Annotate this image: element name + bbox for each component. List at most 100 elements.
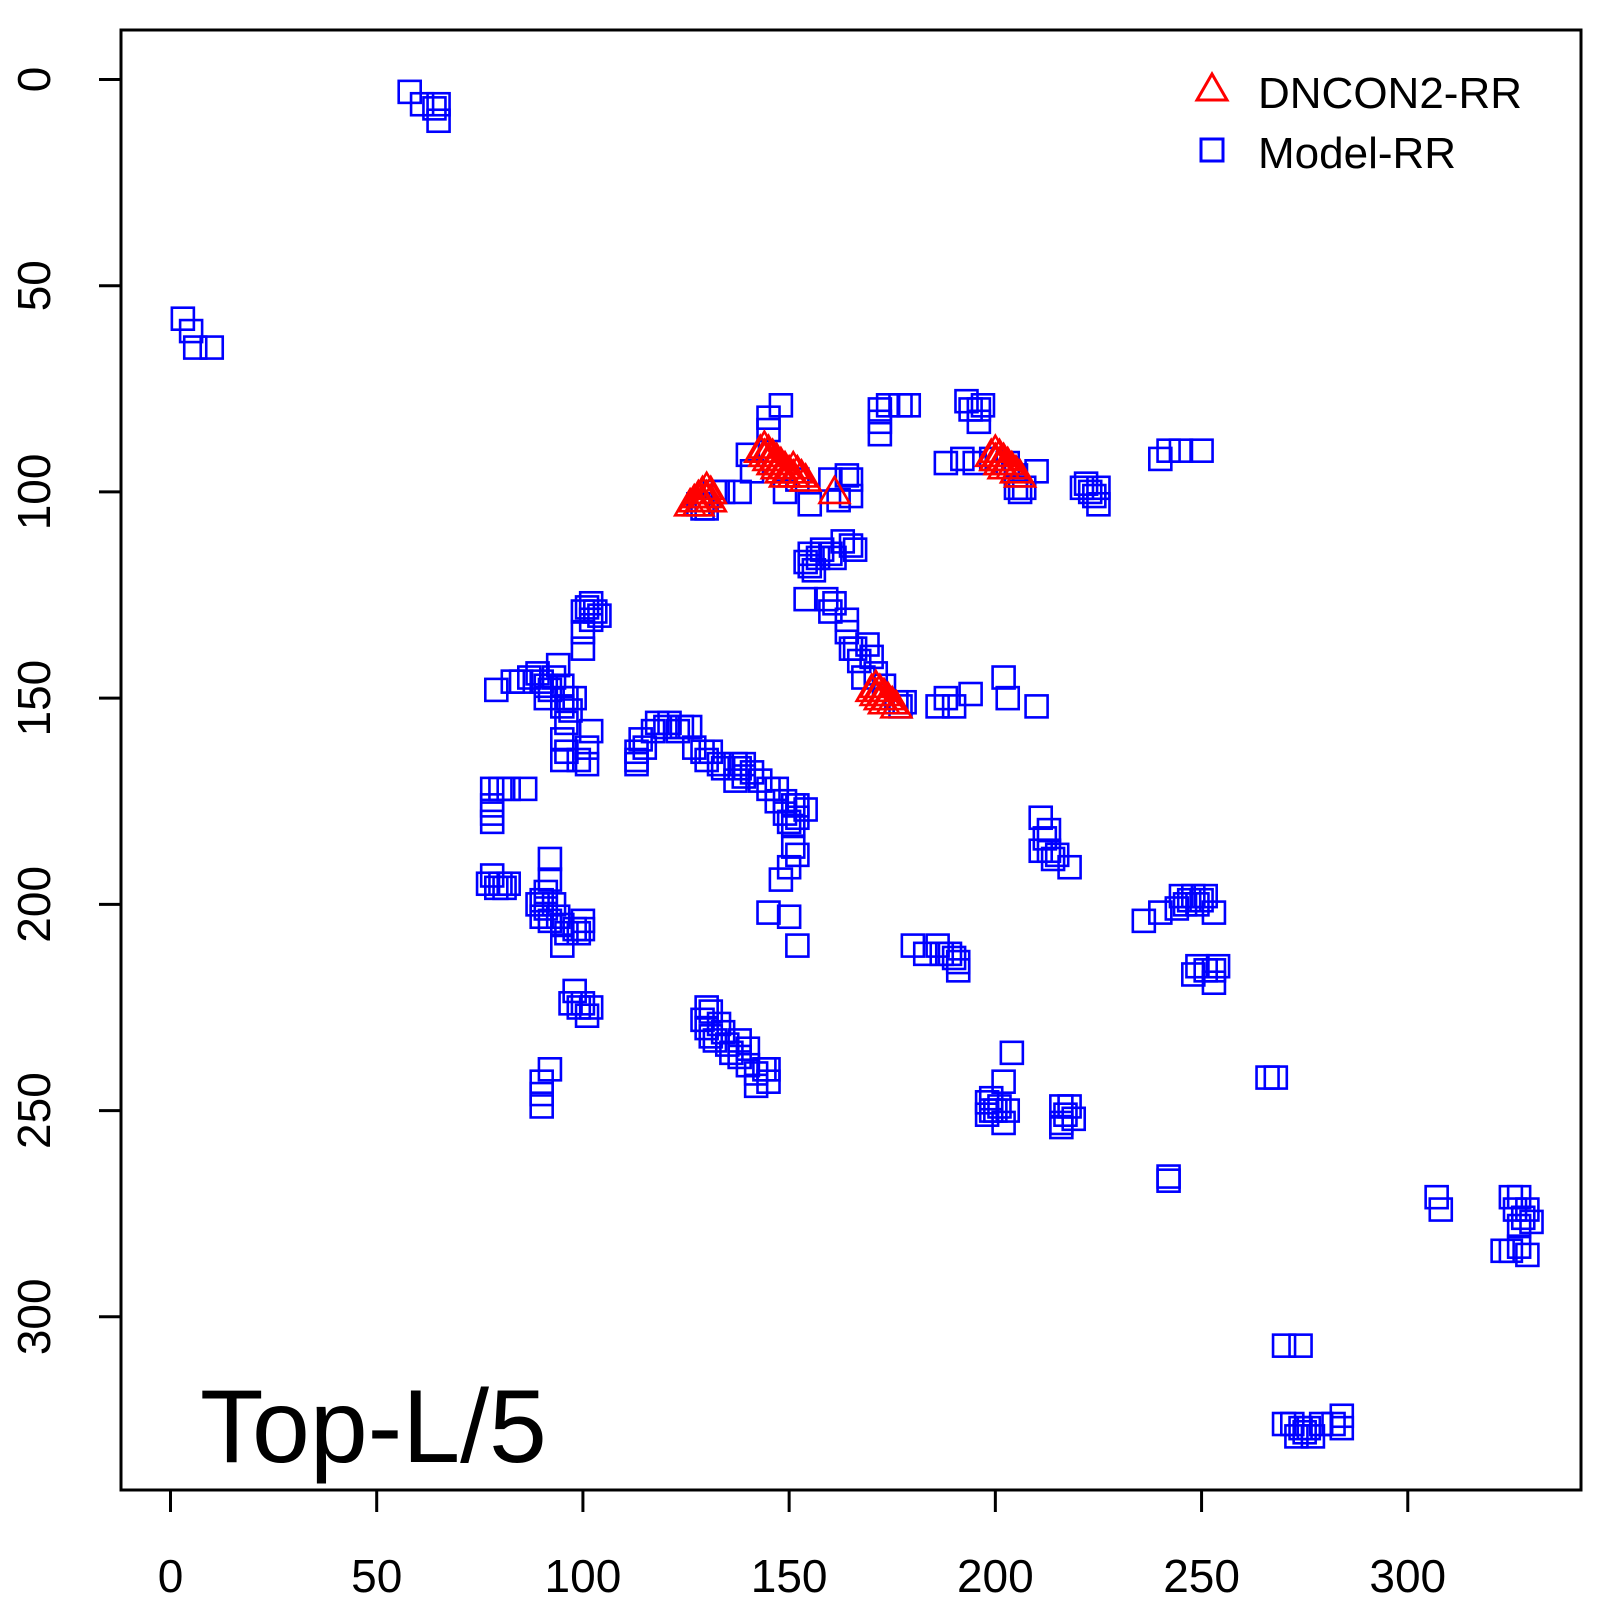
model-rr-point [1040, 846, 1066, 872]
model-rr-point [178, 318, 204, 344]
model-rr-point [838, 483, 864, 509]
model-rr-point [512, 776, 538, 802]
model-rr-point [925, 694, 950, 719]
model-rr-point [533, 685, 559, 711]
x-tick-label: 200 [957, 1550, 1034, 1600]
model-rr-point [731, 751, 757, 777]
dncon2-rr-point [862, 672, 898, 703]
model-rr-point [727, 1028, 752, 1053]
y-tick-label: 150 [8, 660, 60, 737]
model-rr-point [1329, 1403, 1355, 1429]
model-rr-point [1148, 900, 1173, 925]
model-rr-point [554, 920, 579, 946]
model-rr-point [958, 681, 983, 707]
model-rr-point [813, 586, 839, 612]
model-rr-point [995, 1098, 1021, 1123]
model-rr-point [1164, 896, 1190, 921]
model-rr-point [991, 665, 1016, 690]
model-rr-point [545, 652, 571, 678]
y-axis: 0 50 100 150 200 250 300 [8, 67, 121, 1355]
model-rr-point [1049, 1114, 1074, 1140]
x-tick-label: 150 [751, 1550, 828, 1600]
model-rr-point [714, 1032, 740, 1057]
model-rr-point [479, 793, 505, 818]
model-rr-point [867, 409, 893, 435]
model-rr-point [818, 467, 843, 492]
model-rr-point [558, 991, 583, 1016]
model-rr-point [772, 479, 798, 505]
model-rr-point [397, 79, 423, 105]
model-rr-point [549, 747, 575, 773]
model-rr-point [1168, 883, 1194, 909]
model-rr-point [698, 739, 724, 765]
dncon2-rr-point [866, 676, 902, 707]
model-rr-point [822, 590, 847, 616]
model-rr-point [933, 685, 959, 711]
model-rr-point [1082, 483, 1107, 509]
dncon2-rr-point [776, 449, 811, 480]
model-rr-point [1424, 1184, 1449, 1210]
model-rr-point [987, 1094, 1012, 1119]
model-rr-point [842, 537, 868, 562]
model-rr-point [484, 677, 509, 703]
model-rr-point [805, 545, 831, 571]
dncon2-rr-point [874, 684, 910, 715]
panel-annotation: Top-L/5 [200, 1369, 547, 1485]
model-rr-point [426, 91, 451, 117]
model-rr-point [578, 607, 604, 633]
model-rr-point [780, 813, 806, 839]
model-rr-point [1263, 1065, 1289, 1090]
model-rr-point [1185, 953, 1210, 979]
model-rr-point [537, 908, 563, 934]
model-rr-point [838, 533, 864, 558]
model-rr-point [665, 718, 691, 744]
model-rr-point [1036, 817, 1062, 843]
y-tick-label: 100 [8, 454, 60, 531]
model-rr-point [793, 549, 818, 575]
model-rr-point [776, 904, 802, 930]
model-rr-point [764, 776, 790, 802]
model-rr-point [912, 941, 938, 967]
model-rr-point [554, 710, 579, 736]
dncon2-rr-point [755, 437, 790, 468]
model-rr-point [1506, 1213, 1532, 1239]
model-rr-point [809, 537, 835, 562]
x-tick-label: 100 [545, 1550, 622, 1600]
model-rr-point [838, 467, 864, 492]
model-rr-point [537, 677, 563, 703]
model-rr-point [1189, 438, 1214, 463]
model-rr-point [991, 1110, 1016, 1136]
model-rr-point [578, 590, 604, 616]
dncon2-rr-point [788, 461, 823, 492]
model-rr-point [941, 694, 967, 719]
model-rr-point [549, 673, 575, 699]
model-rr-point [182, 335, 208, 360]
model-rr-point [508, 669, 534, 694]
model-rr-point [1185, 892, 1210, 917]
model-rr-point [995, 685, 1021, 711]
model-rr-point [1201, 900, 1227, 925]
model-rr-point [1061, 1106, 1087, 1132]
model-rr-point [496, 871, 521, 897]
model-rr-point [1292, 1419, 1317, 1445]
model-rr-point [549, 694, 575, 719]
series-model-rr [170, 79, 1544, 1449]
model-rr-point [727, 755, 752, 781]
model-rr-point [756, 1057, 781, 1082]
legend-marker-dncon2 [1194, 70, 1230, 102]
model-rr-point [479, 809, 505, 835]
model-rr-point [681, 735, 707, 760]
model-rr-point [566, 995, 592, 1020]
dncon2-rr-point [986, 441, 1021, 472]
model-rr-point [991, 1069, 1016, 1094]
model-rr-point [756, 900, 781, 925]
model-rr-point [1193, 883, 1218, 909]
model-rr-point [1011, 475, 1037, 501]
dncon2-rr-point [998, 453, 1034, 484]
model-rr-point [710, 1019, 736, 1045]
dncon2-rr-point [817, 474, 852, 505]
model-rr-point [747, 768, 773, 793]
dncon2-rr-point [693, 474, 729, 505]
model-rr-point [785, 805, 810, 831]
model-rr-point [1086, 491, 1111, 517]
